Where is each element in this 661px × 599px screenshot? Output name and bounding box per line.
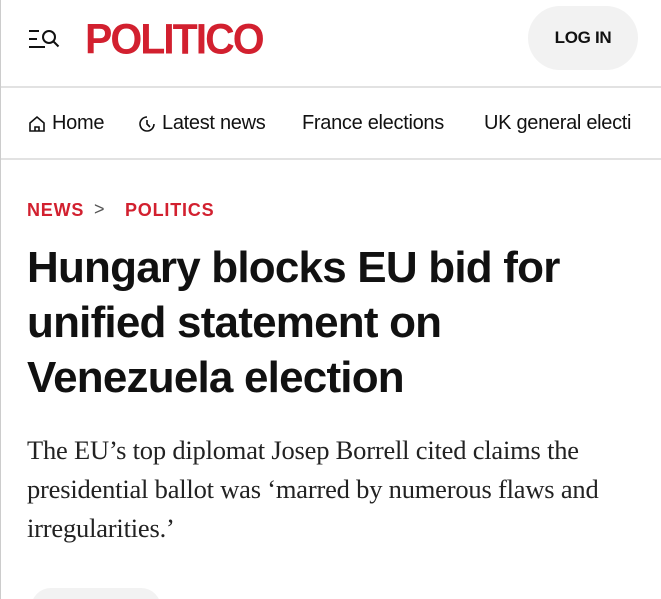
politico-logo[interactable]: POLITICO	[85, 14, 265, 64]
menu-search-icon[interactable]	[28, 27, 62, 51]
breadcrumb-chevron-icon: >	[94, 199, 105, 219]
nav-label: Home	[52, 112, 105, 134]
clock-icon	[139, 115, 155, 132]
home-icon	[29, 115, 45, 132]
nav-item-uk-general-election[interactable]: UK general electi	[484, 112, 632, 135]
article-headline: Hungary blocks EU bid for unified statem…	[27, 243, 560, 402]
action-button[interactable]	[31, 588, 161, 599]
section-nav: Home Latest news France elections UK gen…	[1, 90, 661, 160]
site-header: POLITICO LOG IN	[1, 0, 661, 88]
breadcrumb-news[interactable]: NEWS	[27, 200, 85, 220]
breadcrumb-politics[interactable]: POLITICS	[125, 200, 215, 220]
nav-item-france-elections[interactable]: France elections	[302, 112, 444, 135]
article-dek: The EU’s top diplomat Josep Borrell cite…	[27, 435, 599, 543]
login-button[interactable]: LOG IN	[528, 6, 638, 70]
nav-item-home[interactable]: Home	[28, 112, 104, 135]
nav-label: UK general electi	[484, 112, 632, 134]
nav-label: Latest news	[162, 112, 266, 134]
nav-item-latest-news[interactable]: Latest news	[138, 112, 266, 135]
nav-label: France elections	[302, 112, 444, 134]
